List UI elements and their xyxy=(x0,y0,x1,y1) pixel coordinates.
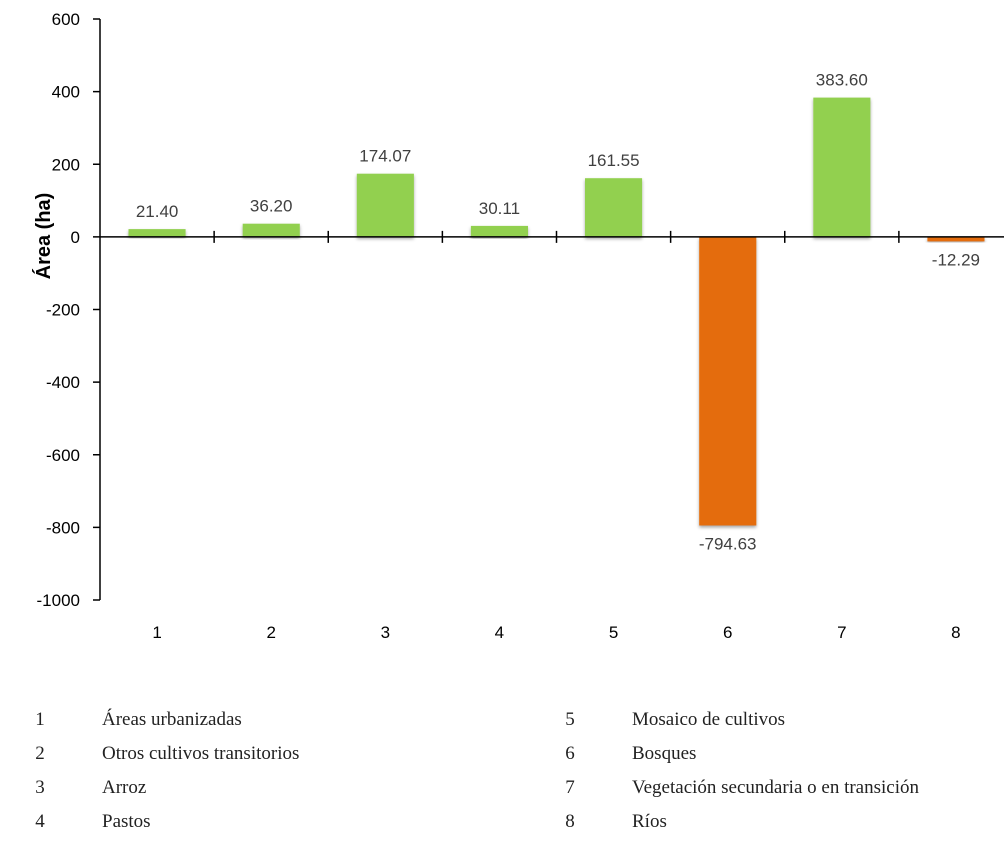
legend-number: 5 xyxy=(565,709,575,730)
bar xyxy=(585,178,643,237)
legend-number: 8 xyxy=(565,811,575,832)
legend-number: 6 xyxy=(565,743,575,764)
legend-number: 1 xyxy=(35,709,45,730)
x-tick-label: 6 xyxy=(723,623,732,642)
y-tick-label: -600 xyxy=(46,446,80,465)
y-tick-label: -400 xyxy=(46,373,80,392)
legend-number: 3 xyxy=(35,777,45,798)
legend-label: Áreas urbanizadas xyxy=(102,709,242,730)
bar xyxy=(356,173,414,237)
data-label: 30.11 xyxy=(479,199,520,218)
legend-label: Ríos xyxy=(632,811,667,832)
bar xyxy=(699,236,757,526)
data-label: -794.63 xyxy=(699,534,757,553)
legend-label: Vegetación secundaria o en transición xyxy=(632,777,919,798)
x-tick-label: 3 xyxy=(381,623,390,642)
y-tick-label: 0 xyxy=(71,228,80,247)
bar xyxy=(813,97,871,237)
legend-label: Arroz xyxy=(102,777,147,798)
y-tick-label: -800 xyxy=(46,518,80,537)
y-tick-label: 200 xyxy=(52,155,80,174)
x-tick-label: 2 xyxy=(266,623,275,642)
x-tick-label: 7 xyxy=(837,623,846,642)
legend-label: Pastos xyxy=(102,811,151,832)
legend-number: 7 xyxy=(565,777,575,798)
bar-chart: 21.40 1 36.20 2 174.07 3 30.11 4 161.55 5 -794.63 6… xyxy=(32,10,1004,642)
x-tick-label: 5 xyxy=(609,623,618,642)
data-label: 161.55 xyxy=(588,151,640,170)
x-tick-label: 4 xyxy=(495,623,504,642)
x-tick-label: 8 xyxy=(951,623,960,642)
data-label: -12.29 xyxy=(932,250,980,269)
data-label: 36.20 xyxy=(250,197,293,216)
bar xyxy=(128,229,186,237)
y-tick-label: -1000 xyxy=(37,591,80,610)
legend: 1 Áreas urbanizadas 2 Otros cultivos tra… xyxy=(0,700,1004,845)
legend-label: Bosques xyxy=(632,743,697,764)
data-label: 21.40 xyxy=(136,202,179,221)
legend-number: 2 xyxy=(35,743,45,764)
y-axis-title: Área (ha) xyxy=(32,193,55,280)
y-tick-label: -200 xyxy=(46,301,80,320)
legend-label: Otros cultivos transitorios xyxy=(102,743,300,764)
bar xyxy=(927,236,985,242)
bar xyxy=(242,223,300,237)
legend-number: 4 xyxy=(35,811,45,832)
bar xyxy=(470,225,528,237)
x-tick-label: 1 xyxy=(152,623,161,642)
data-label: 174.07 xyxy=(359,147,411,166)
legend-label: Mosaico de cultivos xyxy=(632,709,786,730)
y-tick-label: 600 xyxy=(52,10,80,29)
data-label: 383.60 xyxy=(816,71,868,90)
y-tick-label: 400 xyxy=(52,83,80,102)
